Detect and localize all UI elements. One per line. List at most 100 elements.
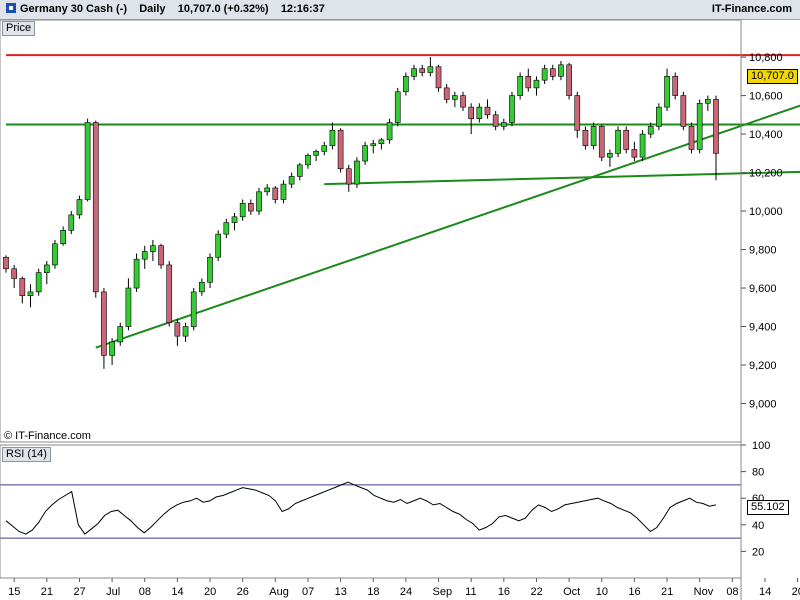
candle-body	[607, 153, 613, 158]
candle-body	[615, 129, 621, 154]
candle-body	[476, 106, 483, 119]
candle-body	[394, 91, 401, 123]
candle-body	[84, 122, 91, 200]
candle-body	[125, 287, 132, 327]
timeframe: Daily	[139, 3, 166, 15]
candle-body	[688, 126, 695, 150]
candle-body	[452, 95, 458, 100]
last-price-tag: 10,707.0	[747, 69, 798, 84]
x-tick-label: 16	[498, 586, 510, 598]
candle-body	[427, 66, 434, 73]
x-tick-label: Sep	[433, 586, 453, 598]
price-tick-label: 10,000	[749, 206, 783, 218]
candle-body	[484, 106, 491, 116]
candle-body	[109, 341, 115, 356]
x-tick-label: 11	[465, 586, 476, 598]
x-tick-label: Jul	[106, 586, 120, 598]
x-tick-label: Oct	[563, 586, 580, 598]
candle-body	[117, 326, 124, 343]
candle-body	[403, 76, 409, 93]
candle-body	[517, 76, 523, 96]
candle-body	[166, 264, 173, 323]
candle-body	[345, 168, 352, 185]
candle-body	[509, 95, 515, 123]
candle-body	[288, 176, 295, 185]
candle-body	[43, 264, 50, 273]
candle-body	[639, 133, 646, 158]
candle-body	[150, 245, 156, 252]
candle-body	[435, 66, 442, 89]
candle-body	[329, 129, 336, 146]
candle-body	[27, 291, 34, 297]
x-tick-label: 15	[8, 586, 20, 598]
long-trend-line	[95, 104, 800, 349]
candle-body	[337, 129, 344, 170]
x-tick-label: 10	[596, 586, 608, 598]
copyright-text: © IT-Finance.com	[4, 430, 91, 442]
candle-body	[492, 114, 499, 127]
menu-icon[interactable]	[6, 3, 16, 13]
candle-body	[468, 106, 475, 119]
x-tick-label: 18	[367, 586, 379, 598]
candle-body	[247, 203, 254, 212]
candle-body	[419, 68, 426, 73]
rsi-tick-label: 40	[752, 520, 764, 532]
candle-body	[386, 122, 393, 141]
candle-body	[215, 233, 222, 258]
price-panel-label[interactable]: Price	[2, 21, 36, 36]
candle-body	[272, 187, 279, 200]
candle-body	[411, 68, 417, 77]
x-tick-label: 20	[792, 586, 800, 598]
price-panel-frame	[0, 19, 742, 443]
price-tick-label: 9,800	[749, 245, 777, 257]
rising-support-line	[324, 170, 800, 186]
candle-body	[672, 76, 679, 96]
x-tick-label: 21	[661, 586, 673, 598]
candle-body	[582, 129, 589, 146]
candle-body	[141, 251, 148, 260]
candle-body	[52, 243, 58, 266]
x-tick-label: 26	[237, 586, 249, 598]
price-tick-label: 10,800	[749, 52, 783, 64]
candle-body	[590, 126, 597, 146]
rsi-panel-label[interactable]: RSI (14)	[2, 447, 51, 462]
candle-body	[239, 203, 246, 218]
rsi-tick-label: 100	[752, 440, 770, 452]
candle-body	[525, 76, 532, 89]
candle-body	[92, 122, 99, 293]
candle-body	[443, 87, 450, 100]
candle-body	[296, 164, 303, 177]
candle-body	[558, 64, 564, 77]
x-tick-label: 16	[628, 586, 640, 598]
candle-body	[378, 139, 385, 144]
candle-body	[713, 99, 719, 154]
candle-body	[60, 230, 66, 245]
instrument-name: Germany 30 Cash (-)	[20, 3, 127, 15]
price-tick-label: 10,400	[749, 129, 783, 141]
candle-body	[362, 145, 368, 162]
candle-body	[623, 129, 630, 150]
candle-body	[705, 99, 711, 104]
candle-body	[133, 258, 140, 289]
candle-body	[305, 154, 311, 166]
candle-body	[680, 95, 687, 127]
price-tick-label: 9,400	[749, 322, 777, 334]
x-tick-label: Nov	[694, 586, 714, 598]
candle-body	[207, 256, 213, 283]
price-tick-label: 9,000	[749, 399, 777, 411]
candle-body	[533, 79, 540, 89]
price-tick-label: 9,600	[749, 283, 777, 295]
candle-body	[696, 102, 703, 150]
candle-body	[174, 322, 181, 337]
x-tick-label: 21	[41, 586, 53, 598]
candle-body	[3, 256, 9, 270]
candle-body	[574, 95, 581, 131]
candle-body	[647, 126, 654, 135]
candle-body	[313, 151, 319, 156]
candle-body	[19, 278, 26, 297]
candle-body	[256, 191, 262, 212]
x-tick-label: 08	[726, 586, 738, 598]
rsi-tick-label: 20	[752, 546, 764, 558]
